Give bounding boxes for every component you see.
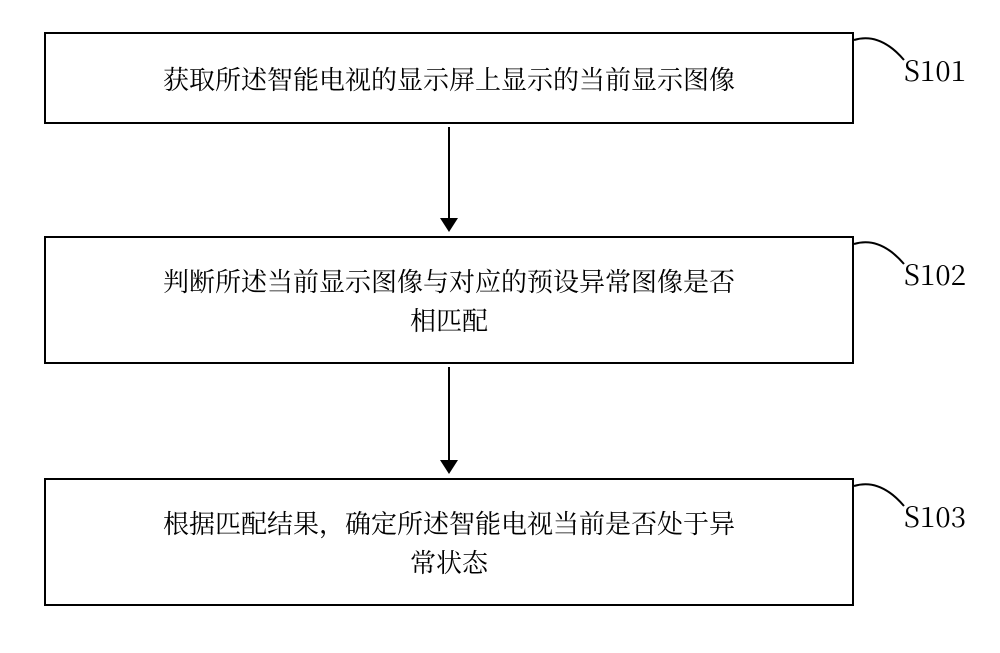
- step-box-s102: 判断所述当前显示图像与对应的预设异常图像是否 相匹配: [44, 236, 854, 364]
- step-box-s103: 根据匹配结果，确定所述智能电视当前是否处于异 常状态: [44, 478, 854, 606]
- step-text-s102: 判断所述当前显示图像与对应的预设异常图像是否 相匹配: [163, 261, 735, 339]
- step-label-s101: S101: [904, 50, 966, 90]
- flowchart-canvas: 获取所述智能电视的显示屏上显示的当前显示图像 S101 判断所述当前显示图像与对…: [0, 0, 1000, 653]
- step-label-s103: S103: [904, 496, 966, 536]
- step-text-s101: 获取所述智能电视的显示屏上显示的当前显示图像: [163, 59, 735, 98]
- step-text-s103: 根据匹配结果，确定所述智能电视当前是否处于异 常状态: [163, 503, 735, 581]
- step-box-s101: 获取所述智能电视的显示屏上显示的当前显示图像: [44, 32, 854, 124]
- step-label-s102: S102: [904, 254, 966, 294]
